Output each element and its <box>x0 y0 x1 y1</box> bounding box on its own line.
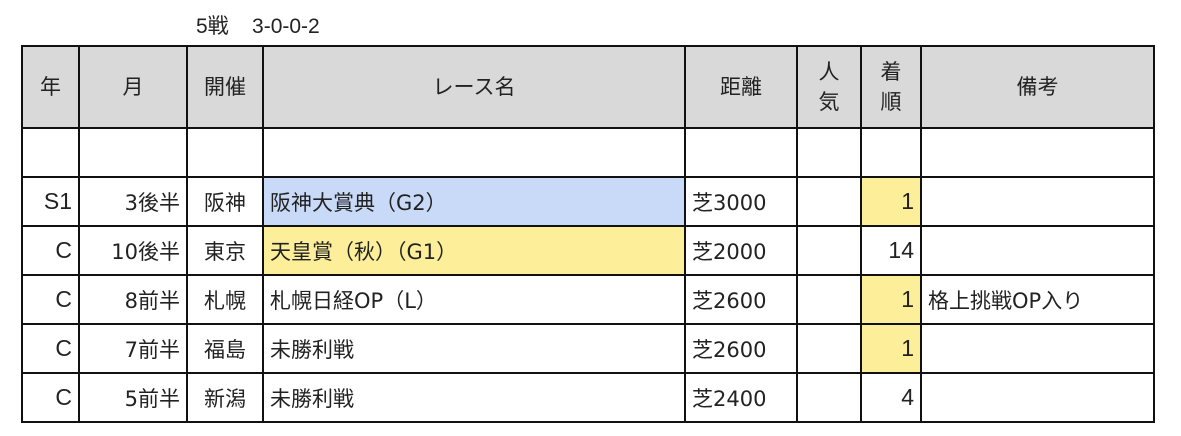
header-month: 月 <box>78 45 188 129</box>
cell-note[interactable] <box>920 225 1155 276</box>
cell-race[interactable]: 阪神大賞典（G2） <box>262 176 686 227</box>
race-history-table: 年 月 開催 レース名 距離 人 気 着 順 備考 S1 3後半 阪神 阪神大賞典（G… <box>21 45 1155 423</box>
cell-month[interactable]: 8前半 <box>78 274 188 325</box>
cell-venue[interactable]: 東京 <box>186 225 264 276</box>
header-race-name: レース名 <box>262 45 686 129</box>
cell-race[interactable]: 札幌日経OP（L） <box>262 274 686 325</box>
cell-distance[interactable]: 芝2600 <box>684 323 798 374</box>
cell-note[interactable] <box>920 372 1155 423</box>
header-distance: 距離 <box>684 45 798 129</box>
header-row: 年 月 開催 レース名 距離 人 気 着 順 備考 <box>21 45 1155 129</box>
header-venue: 開催 <box>186 45 264 129</box>
header-year: 年 <box>21 45 80 129</box>
cell-race[interactable]: 天皇賞（秋）（G1） <box>262 225 686 276</box>
cell[interactable] <box>21 127 80 178</box>
cell-venue[interactable]: 新潟 <box>186 372 264 423</box>
cell-month[interactable]: 5前半 <box>78 372 188 423</box>
table-row: C 8前半 札幌 札幌日経OP（L） 芝2600 1 格上挑戦OP入り <box>21 274 1155 325</box>
cell[interactable] <box>860 127 922 178</box>
cell-year[interactable]: C <box>21 372 80 423</box>
table-row: C 10後半 東京 天皇賞（秋）（G1） 芝2000 14 <box>21 225 1155 276</box>
cell-note[interactable]: 格上挑戦OP入り <box>920 274 1155 325</box>
table-row: C 5前半 新潟 未勝利戦 芝2400 4 <box>21 372 1155 423</box>
cell[interactable] <box>78 127 188 178</box>
record: 3-0-0-2 <box>252 15 320 38</box>
cell-venue[interactable]: 阪神 <box>186 176 264 227</box>
cell-finish[interactable]: 1 <box>860 274 922 325</box>
cell-finish[interactable]: 4 <box>860 372 922 423</box>
cell-year[interactable]: C <box>21 323 80 374</box>
cell-finish[interactable]: 1 <box>860 323 922 374</box>
cell-year[interactable]: C <box>21 225 80 276</box>
cell-distance[interactable]: 芝2000 <box>684 225 798 276</box>
cell[interactable] <box>186 127 264 178</box>
cell-note[interactable] <box>920 323 1155 374</box>
cell-venue[interactable]: 札幌 <box>186 274 264 325</box>
cell-finish[interactable]: 1 <box>860 176 922 227</box>
empty-row <box>21 127 1155 178</box>
race-count: 5戦 <box>196 15 229 38</box>
header-popularity: 人 気 <box>796 45 862 129</box>
cell[interactable] <box>920 127 1155 178</box>
cell-popularity[interactable] <box>796 225 862 276</box>
cell-year[interactable]: C <box>21 274 80 325</box>
cell[interactable] <box>262 127 686 178</box>
cell-popularity[interactable] <box>796 323 862 374</box>
cell-venue[interactable]: 福島 <box>186 323 264 374</box>
cell-month[interactable]: 7前半 <box>78 323 188 374</box>
cell-finish[interactable]: 14 <box>860 225 922 276</box>
cell[interactable] <box>684 127 798 178</box>
cell-note[interactable] <box>920 176 1155 227</box>
record-summary: 5戦 3-0-0-2 <box>196 10 320 40</box>
header-finish: 着 順 <box>860 45 922 129</box>
cell[interactable] <box>796 127 862 178</box>
cell-popularity[interactable] <box>796 372 862 423</box>
table-row: C 7前半 福島 未勝利戦 芝2600 1 <box>21 323 1155 374</box>
header-note: 備考 <box>920 45 1155 129</box>
cell-month[interactable]: 10後半 <box>78 225 188 276</box>
cell-distance[interactable]: 芝2600 <box>684 274 798 325</box>
cell-distance[interactable]: 芝3000 <box>684 176 798 227</box>
cell-race[interactable]: 未勝利戦 <box>262 372 686 423</box>
cell-race[interactable]: 未勝利戦 <box>262 323 686 374</box>
cell-popularity[interactable] <box>796 176 862 227</box>
cell-year[interactable]: S1 <box>21 176 80 227</box>
cell-distance[interactable]: 芝2400 <box>684 372 798 423</box>
table-row: S1 3後半 阪神 阪神大賞典（G2） 芝3000 1 <box>21 176 1155 227</box>
cell-popularity[interactable] <box>796 274 862 325</box>
cell-month[interactable]: 3後半 <box>78 176 188 227</box>
